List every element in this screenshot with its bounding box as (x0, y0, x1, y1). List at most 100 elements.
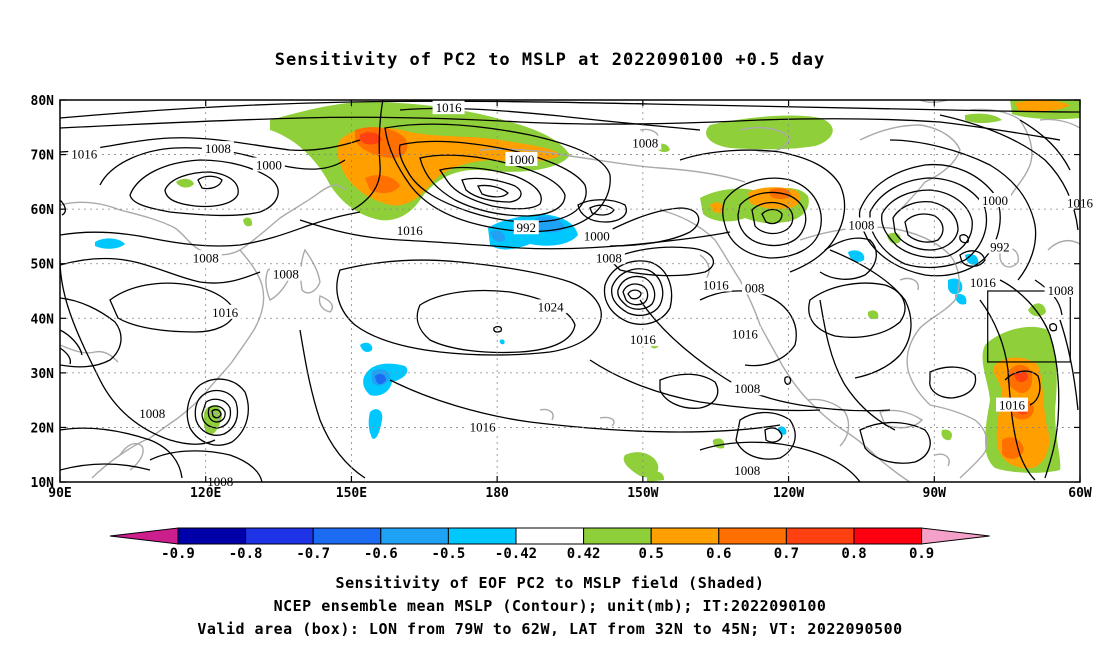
lon-label: 180 (485, 486, 509, 501)
colorbar-low-triangle (109, 527, 179, 545)
lat-label: 80N (31, 94, 55, 109)
lon-label: 60W (1068, 486, 1092, 501)
contour-label: 1016 (703, 278, 730, 293)
colorbar-high-triangle (921, 527, 990, 545)
lat-label: 70N (31, 149, 55, 164)
colorbar-label: 0.9 (909, 546, 934, 562)
colorbar-label: -0.8 (229, 546, 263, 562)
colorbar-label: 0.8 (841, 546, 866, 562)
contour-label: 1008 (193, 250, 219, 265)
contour-label: 1008 (632, 136, 658, 151)
contour-label-bg (699, 277, 732, 292)
contour-label-bg (68, 146, 101, 161)
colorbar-label: 0.7 (774, 546, 799, 562)
contour-label: 1016 (999, 398, 1026, 413)
contour-label-bg (731, 463, 764, 478)
lon-label: 120W (773, 486, 804, 501)
contour-label: 008 (745, 280, 765, 295)
contour-label: 1016 (630, 332, 657, 347)
contour-label-bg (534, 299, 567, 314)
contour-label: 1016 (397, 223, 424, 238)
lon-label: 120E (190, 486, 221, 501)
contour-label-bg (513, 220, 539, 235)
lon-label: 150W (627, 486, 658, 501)
colorbar-labels: -0.9 -0.8 -0.7 -0.6 -0.5 -0.42 0.42 0.5 0.6 0.7 0.… (161, 546, 934, 562)
contour-label: 1016 (71, 147, 98, 162)
contour-label-bg (845, 217, 878, 232)
colorbar-segment (853, 527, 923, 545)
lon-label: 150E (336, 486, 367, 501)
lon-label: 90W (923, 486, 947, 501)
contour-label: 1008 (848, 218, 874, 233)
contour-label-bg (466, 419, 499, 434)
longitude-labels: 90E 120E 150E 180 150W 120W 90W 60W (48, 100, 1092, 501)
colorbar-label: 0.6 (706, 546, 731, 562)
lat-label: 30N (31, 367, 55, 382)
contour-label-bg (1044, 283, 1077, 297)
contour-label-bg (626, 332, 659, 347)
lat-label: 50N (31, 258, 55, 273)
contour-label-bg (505, 152, 538, 167)
contour-label: 1016 (436, 100, 463, 115)
colorbar-label: -0.7 (296, 546, 330, 562)
contour-label-bg (629, 135, 662, 150)
contour-label-bg (742, 280, 768, 295)
contour-label: 1016 (732, 327, 759, 342)
contour-label-bg (201, 141, 234, 156)
contour-label: 1008 (1048, 283, 1074, 298)
shading-positive-very-strong (360, 132, 1028, 415)
mslp-contours (60, 100, 1080, 482)
contour-label-bg (189, 250, 222, 265)
contour-label-bg (209, 304, 242, 319)
contour-label-bg (204, 474, 237, 488)
colorbar-segment (718, 527, 787, 545)
caption-line-1: Sensitivity of EOF PC2 to MSLP field (Sh… (335, 574, 765, 592)
lat-label: 10N (31, 476, 55, 491)
caption-line-3: Valid area (box): LON from 79W to 62W, L… (197, 620, 903, 638)
colorbar-segment (583, 527, 652, 545)
contour-labels: 1016 1008 1016 1008 1000 1000 1016 992 1000 1008 1… (68, 100, 1096, 489)
contour-label: 1016 (212, 305, 239, 320)
contour-label-bg (731, 381, 764, 396)
contour-label: 992 (990, 239, 1010, 254)
lat-label: 20N (31, 421, 55, 436)
shading-negative-strong (375, 373, 386, 385)
contour-label: 1008 (205, 141, 231, 156)
valid-area-box (987, 290, 1071, 363)
contour-label: 1008 (734, 381, 760, 396)
colorbar-label: -0.42 (495, 546, 537, 562)
contour-label-bg (393, 222, 426, 237)
lat-label: 40N (31, 312, 55, 327)
contour-label: 1008 (139, 406, 165, 421)
map-frame (59, 99, 1081, 483)
latitude-labels: 80N 70N 60N 50N 40N 30N 20N 10N (31, 94, 1080, 491)
colorbar-segment (650, 527, 720, 545)
contour-label: 1024 (538, 299, 565, 314)
colorbar-segment (515, 527, 585, 545)
lon-label: 90E (48, 486, 71, 501)
contour-label: 1000 (508, 152, 534, 167)
colorbar-segment (312, 527, 382, 545)
colorbar-segment (177, 527, 247, 545)
contour-label: 1000 (256, 157, 282, 172)
contour-label-bg (269, 266, 302, 281)
colorbar-segment (447, 527, 517, 545)
colorbar-label: 0.5 (639, 546, 664, 562)
contour-label-bg (996, 397, 1028, 412)
contour-label-bg (432, 100, 465, 115)
colorbar (109, 527, 990, 545)
shading-negative-weak (95, 214, 979, 439)
contour-label-bg (987, 239, 1013, 254)
contour-label-bg (966, 274, 999, 289)
colorbar-segment (785, 527, 855, 545)
contour-label: 1008 (596, 250, 622, 265)
lat-label: 60N (31, 203, 55, 218)
contour-label: 1016 (470, 419, 497, 434)
contour-label-bg (580, 228, 613, 243)
caption-line-2: NCEP ensemble mean MSLP (Contour); unit(… (273, 597, 827, 615)
contour-label-bg (136, 405, 169, 420)
contour-label-bg (252, 157, 285, 172)
contour-label: 1016 (970, 275, 997, 290)
contour-label: 1000 (982, 193, 1008, 208)
